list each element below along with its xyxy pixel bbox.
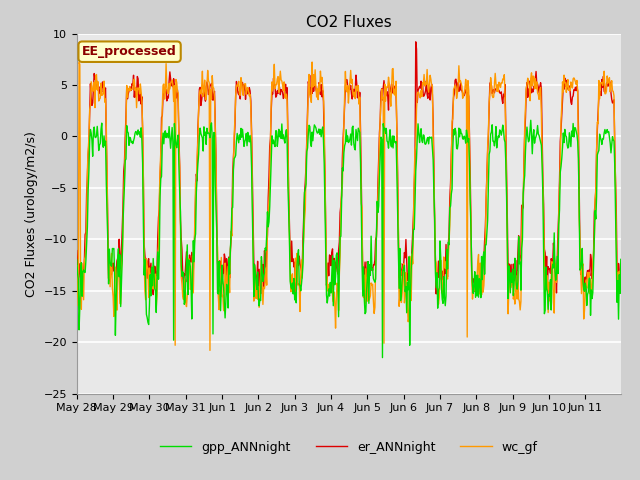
er_ANNnight <box>433 291 440 297</box>
Y-axis label: CO2 Fluxes (urology/m2/s): CO2 Fluxes (urology/m2/s) <box>25 131 38 297</box>
Line: er_ANNnight: er_ANNnight <box>77 42 621 299</box>
wc_gf <box>139 125 147 131</box>
er_ANNnight <box>412 39 420 45</box>
wc_gf <box>308 59 316 65</box>
gpp_ANNnight <box>73 257 81 263</box>
gpp_ANNnight <box>83 240 90 246</box>
er_ANNnight <box>223 256 230 262</box>
wc_gf <box>223 276 231 282</box>
gpp_ANNnight <box>194 161 202 167</box>
wc_gf <box>83 217 90 223</box>
er_ANNnight <box>194 126 202 132</box>
gpp_ANNnight <box>431 271 439 276</box>
wc_gf <box>433 260 440 266</box>
gpp_ANNnight <box>379 355 387 360</box>
er_ANNnight <box>73 248 81 253</box>
wc_gf <box>417 95 424 101</box>
er_ANNnight <box>617 272 625 277</box>
Line: wc_gf: wc_gf <box>77 62 621 350</box>
wc_gf <box>617 271 625 276</box>
wc_gf <box>206 348 214 353</box>
Line: gpp_ANNnight: gpp_ANNnight <box>77 120 621 358</box>
gpp_ANNnight <box>617 256 625 262</box>
Text: EE_processed: EE_processed <box>82 45 177 58</box>
wc_gf <box>194 139 202 145</box>
gpp_ANNnight <box>416 140 424 145</box>
wc_gf <box>73 302 81 308</box>
er_ANNnight <box>83 191 90 196</box>
Legend: gpp_ANNnight, er_ANNnight, wc_gf: gpp_ANNnight, er_ANNnight, wc_gf <box>155 436 543 459</box>
er_ANNnight <box>417 85 424 91</box>
gpp_ANNnight <box>527 118 534 123</box>
er_ANNnight <box>139 129 147 135</box>
Title: CO2 Fluxes: CO2 Fluxes <box>306 15 392 30</box>
er_ANNnight <box>292 296 300 302</box>
gpp_ANNnight <box>223 281 230 287</box>
gpp_ANNnight <box>139 160 147 166</box>
